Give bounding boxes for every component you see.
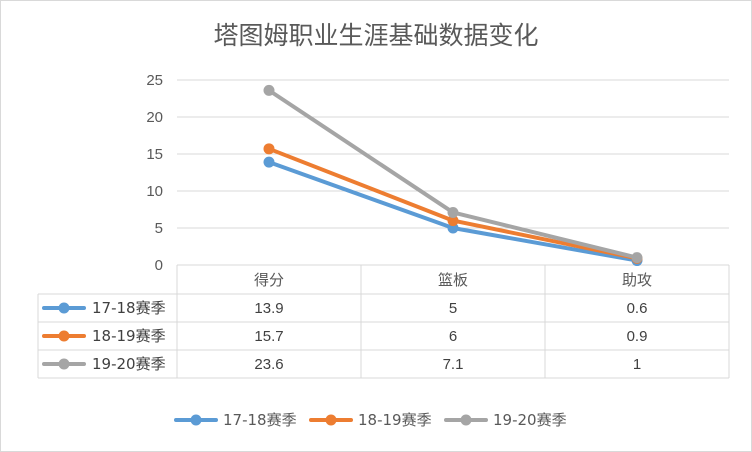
- legend-key-marker: [325, 414, 337, 426]
- data-point: [447, 215, 459, 227]
- y-tick-label: 5: [155, 220, 163, 237]
- legend-item-label: 18-19赛季: [358, 411, 432, 429]
- data-point: [263, 143, 275, 155]
- row-legend-key-marker: [58, 330, 70, 342]
- legend-item-label: 19-20赛季: [493, 411, 567, 429]
- legend-item-label: 17-18赛季: [223, 411, 297, 429]
- legend-key-marker: [190, 414, 202, 426]
- table-cell: 5: [449, 300, 457, 317]
- table-cell: 0.6: [627, 300, 648, 317]
- y-tick-label: 20: [146, 109, 163, 126]
- table-cell: 1: [633, 356, 641, 373]
- series-lines: [263, 84, 643, 267]
- table-cell: 6: [449, 328, 457, 345]
- legend: 17-18赛季 18-19赛季 19-20赛季: [174, 411, 567, 429]
- row-series-label: 19-20赛季: [92, 355, 166, 373]
- category-label: 得分: [254, 271, 284, 289]
- row-series-label: 18-19赛季: [92, 327, 166, 345]
- data-point: [447, 206, 459, 218]
- data-point: [631, 252, 643, 264]
- row-series-label: 17-18赛季: [92, 299, 166, 317]
- data-point: [263, 156, 275, 168]
- table-cell: 7.1: [443, 356, 464, 373]
- y-tick-label: 25: [146, 72, 163, 89]
- category-label: 篮板: [438, 271, 468, 289]
- y-tick-label: 0: [155, 257, 163, 274]
- y-axis: 0 5 10 15 20 25: [146, 72, 163, 274]
- row-legend-key-marker: [58, 302, 70, 314]
- table-cell: 23.6: [254, 356, 283, 373]
- table-cell: 0.9: [627, 328, 648, 345]
- category-label: 助攻: [622, 271, 652, 289]
- y-tick-label: 10: [146, 183, 163, 200]
- legend-key-marker: [460, 414, 472, 426]
- chart-title: 塔图姆职业生涯基础数据变化: [213, 21, 538, 50]
- y-tick-label: 15: [146, 146, 163, 163]
- row-legend-key-marker: [58, 358, 70, 370]
- data-table: 得分 篮板 助攻 17-18赛季 13.9 5 0.6 18-19赛季 15.7 6 0.9 19-2…: [37, 264, 730, 379]
- table-cell: 13.9: [254, 300, 283, 317]
- data-point: [263, 84, 275, 96]
- table-cell: 15.7: [254, 328, 283, 345]
